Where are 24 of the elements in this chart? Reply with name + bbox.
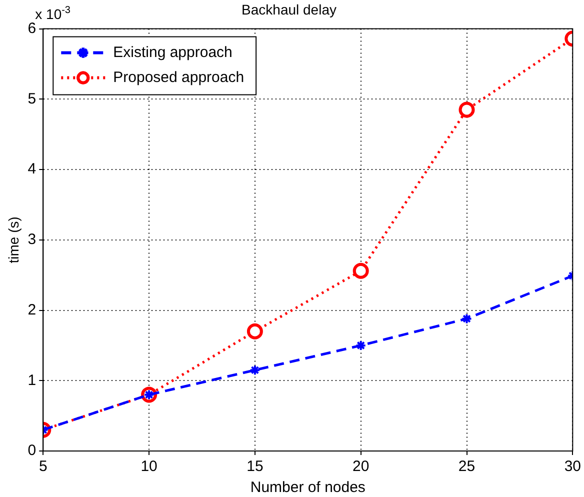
point [246,323,263,340]
x-tick-label: 10 [140,458,158,476]
point [355,340,366,351]
x-tick-label: 20 [352,458,370,476]
y-tick-label: 0 [28,442,36,460]
x-tick-label: 25 [458,458,476,476]
point [458,102,475,118]
point [352,262,369,279]
point [249,364,260,376]
chart-title: Backhaul delay [242,1,336,18]
x-tick-label: 30 [564,458,581,476]
x-axis-title: Number of nodes [250,479,366,496]
y-tick-label: 3 [28,231,36,248]
point [461,313,472,324]
y-axis-title: time (s) [5,216,22,264]
x-tick-label: 15 [246,458,264,476]
y-tick-label: 1 [28,372,36,389]
legend-label: Existing approach [113,44,232,61]
y-tick-label: 5 [28,90,36,108]
x-tick-label: 5 [38,458,48,476]
legend-label: Proposed approach [113,68,244,86]
y-tick-label: 4 [28,160,36,178]
y-tick-label: 6 [28,20,36,37]
y-tick-label: 2 [28,301,36,318]
